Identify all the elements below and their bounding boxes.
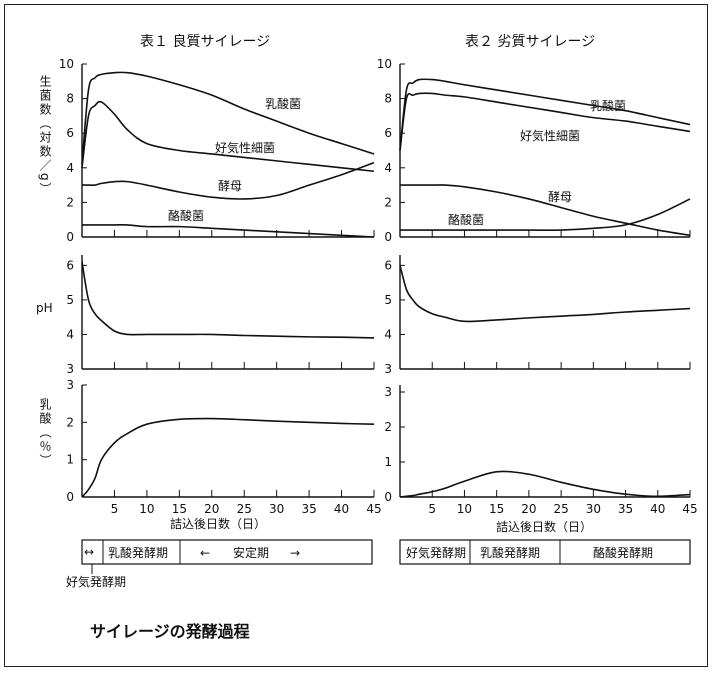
series-label: 好気性細菌	[520, 128, 580, 143]
series-label: 酵母	[548, 190, 572, 204]
y-tick-label: 6	[66, 126, 74, 140]
y-tick-label: 2	[384, 420, 392, 434]
series-label: 乳酸菌	[590, 98, 626, 113]
x-tick-label: 15	[489, 502, 504, 516]
x-tick-label: 25	[553, 502, 568, 516]
y-tick-label: 1	[384, 455, 392, 469]
phase-bar-good	[81, 539, 373, 565]
x-tick-label: 40	[650, 502, 665, 516]
x-tick-label: 45	[682, 502, 697, 516]
phase-label-stable: 安定期	[233, 545, 269, 560]
y-tick-label: 8	[66, 92, 74, 106]
x-tick-label: 35	[301, 502, 316, 516]
x-tick-label: 30	[586, 502, 601, 516]
x-tick-label: 35	[618, 502, 633, 516]
figure-frame	[4, 4, 708, 667]
series-line	[399, 184, 691, 237]
y-tick-label: 2	[384, 195, 392, 209]
y-tick-label: 5	[384, 293, 392, 307]
y-tick-label: 10	[377, 57, 392, 71]
series-line	[399, 265, 691, 323]
y-tick-label: 6	[384, 126, 392, 140]
series-line	[399, 470, 691, 498]
y-tick-label: 4	[384, 161, 392, 175]
y-tick-label: 8	[384, 92, 392, 106]
series-line	[399, 92, 691, 151]
series-line	[81, 261, 375, 339]
y-tick-label: 3	[66, 378, 74, 392]
y-tick-label: 4	[66, 161, 74, 175]
y-tick-label: 0	[384, 490, 392, 504]
y-tick-label: 0	[66, 230, 74, 244]
y-tick-label: 1	[66, 453, 74, 467]
y-label-ph: pH	[36, 301, 53, 315]
x-tick-label: 15	[172, 502, 187, 516]
x-tick-label: 10	[139, 502, 154, 516]
x-tick-label: 20	[204, 502, 219, 516]
series-label: 酪酸菌	[448, 212, 484, 227]
y-tick-label: 3	[384, 385, 392, 399]
x-tick-label: 30	[269, 502, 284, 516]
series-line	[399, 78, 691, 151]
x-label-poor: 詰込後日数（日）	[496, 519, 592, 534]
phase-label-lactic: 乳酸発酵期	[480, 545, 540, 560]
x-tick-label: 20	[521, 502, 536, 516]
chart-title-poor: 表２ 劣質サイレージ	[465, 34, 595, 50]
y-tick-label: 2	[66, 415, 74, 429]
series-label: 乳酸菌	[265, 96, 301, 111]
series-line	[81, 100, 375, 173]
phase-arrow-right-icon: →	[290, 546, 300, 560]
y-tick-label: 0	[384, 230, 392, 244]
y-label-lactic-acid: 乳酸（％）	[38, 398, 52, 468]
phase-label-butyric: 酪酸発酵期	[593, 545, 653, 560]
series-line	[81, 71, 375, 165]
y-tick-label: 6	[384, 258, 392, 272]
y-tick-label: 6	[66, 258, 74, 272]
phase-arrow-aerobic: ↔	[84, 545, 94, 559]
y-tick-label: 3	[66, 362, 74, 376]
series-line	[81, 417, 375, 498]
y-tick-label: 4	[384, 327, 392, 341]
phase-label-aerobic: 好気発酵期	[406, 545, 466, 560]
x-tick-label: 10	[457, 502, 472, 516]
series-label: 酪酸菌	[168, 208, 204, 223]
y-tick-label: 5	[66, 293, 74, 307]
y-label-viable-count: 生菌数（対数／g）	[38, 75, 52, 197]
series-line	[400, 198, 691, 232]
phase-bar-poor	[399, 539, 691, 565]
x-tick-label: 40	[334, 502, 349, 516]
figure-caption: サイレージの発酵過程	[90, 622, 250, 641]
series-line	[81, 161, 375, 200]
x-tick-label: 25	[237, 502, 252, 516]
y-tick-label: 0	[66, 490, 74, 504]
phase-arrow-left-icon: ←	[200, 546, 210, 560]
y-tick-label: 3	[384, 362, 392, 376]
series-label: 好気性細菌	[215, 140, 275, 155]
y-tick-label: 4	[66, 327, 74, 341]
x-tick-label: 5	[428, 502, 436, 516]
x-tick-label: 5	[111, 502, 119, 516]
series-line	[81, 223, 375, 238]
y-tick-label: 10	[59, 57, 74, 71]
chart-title-good: 表１ 良質サイレージ	[140, 34, 270, 50]
phase-note-aerobic: 好気発酵期	[66, 574, 126, 589]
x-tick-label: 45	[366, 502, 381, 516]
y-tick-label: 2	[66, 195, 74, 209]
x-label-good: 詰込後日数（日）	[170, 516, 266, 531]
series-label: 酵母	[218, 179, 242, 193]
phase-label-lactic: 乳酸発酵期	[108, 545, 168, 560]
